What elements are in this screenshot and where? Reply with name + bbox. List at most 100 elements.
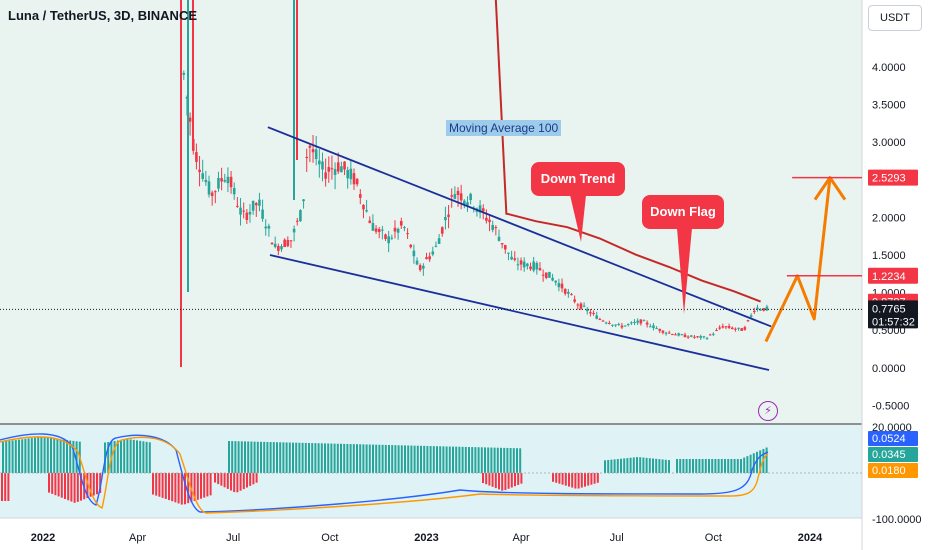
candle-body [399,221,403,226]
osc-bar [240,441,243,473]
osc-bar [184,473,186,505]
osc-bar [279,442,282,473]
candle-body [601,320,605,322]
osc-bar [233,473,236,493]
candle-body [519,260,523,265]
candle-body [598,319,602,321]
candle-body [264,226,268,229]
candle-body [626,323,630,325]
down-trend-pointer [570,195,586,242]
osc-bar [580,473,583,488]
osc-bar [577,473,580,489]
osc-bar [336,443,339,473]
candle-body [658,328,662,331]
candle-body [311,149,315,153]
candle-body [248,211,252,215]
osc-bar [75,441,78,473]
osc-bar [21,439,24,473]
osc-bar [471,447,474,473]
osc-bar [464,446,467,473]
candle-body [756,307,759,310]
candle-body [507,252,510,254]
currency-button[interactable]: USDT [868,5,922,31]
candle-body [459,193,463,201]
osc-bar [740,459,742,473]
candle-body [582,305,586,307]
osc-bar [746,456,749,473]
candle-body [185,96,189,99]
osc-bar [76,473,79,502]
osc-bar [668,460,670,473]
y-tick-label: 4.0000 [872,62,906,74]
candle-body [324,172,327,179]
osc-bar [695,459,698,473]
candle-body [749,315,753,317]
candle-body [715,330,718,332]
osc-bar [632,457,635,473]
candle-body [721,326,725,328]
x-tick-label: Oct [321,532,338,544]
osc-bar [664,459,667,473]
osc-bar [327,443,330,473]
candle-body [308,145,312,148]
osc-bar [584,473,586,487]
osc-bar [107,441,110,473]
candle-body [683,334,687,338]
lightning-icon[interactable]: ⚡ [758,401,778,421]
osc-bar [711,459,714,473]
price-marker-box [868,300,918,329]
candle-body [204,179,208,183]
osc-bar [168,473,170,501]
candle-body [516,264,520,266]
candle-body [623,325,627,327]
osc-bar [452,446,454,473]
osc-bar [488,473,491,486]
osc-bar [645,457,648,473]
candle-body [207,181,211,195]
candle-body [727,326,731,328]
candle-body [444,217,447,221]
candle-body [765,306,769,311]
osc-bar [493,447,496,473]
osc-bar [46,437,49,473]
candle-body [734,328,737,330]
osc-bar [237,441,240,473]
osc-bar [252,473,255,485]
osc-bar [54,473,57,496]
x-tick-label: Apr [129,532,146,544]
candle-body [355,178,359,185]
osc-bar [136,440,138,473]
osc-bar [504,473,507,491]
osc-bar [561,473,564,485]
candle-body [232,188,236,195]
candle-body [500,243,504,245]
osc-bar [482,473,484,483]
candle-body [314,149,318,160]
candle-body [674,334,677,336]
candle-body [642,320,646,322]
candle-body [384,234,387,239]
osc-bar [639,457,642,473]
osc-bar [86,473,89,499]
osc-bar [698,459,701,473]
osc-bar [11,440,14,473]
osc-bar [113,441,116,473]
candle-body [365,210,368,212]
osc-bar [70,473,73,502]
candle-body [693,336,696,338]
candle-body [541,274,545,276]
osc-bar [193,473,196,501]
candle-body [431,251,435,255]
osc-bar [67,473,70,501]
osc-bar [593,473,596,484]
osc-bar [139,440,142,473]
candle-body [718,327,721,329]
osc-bar [239,473,242,491]
candle-body [563,288,567,294]
candle-body [708,334,712,336]
candle-body [513,258,517,260]
candle-body [428,256,431,260]
candle-body [330,168,334,170]
osc-bar [231,441,234,473]
